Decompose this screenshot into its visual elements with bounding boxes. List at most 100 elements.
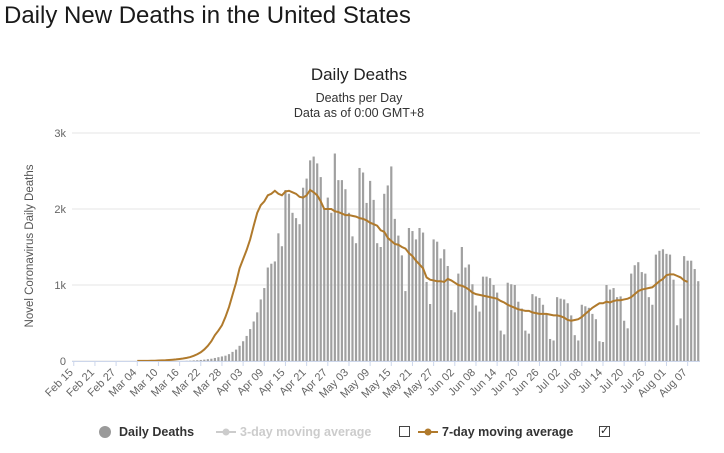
daily-deaths-bar[interactable] [383,193,386,361]
daily-deaths-bar[interactable] [608,289,612,361]
daily-deaths-bar[interactable] [358,167,361,361]
daily-deaths-bar[interactable] [365,202,368,361]
daily-deaths-bar[interactable] [531,294,534,361]
daily-deaths-bar[interactable] [411,231,414,361]
daily-deaths-bar[interactable] [665,253,668,361]
daily-deaths-bar[interactable] [626,328,629,361]
daily-deaths-bar[interactable] [556,297,559,361]
daily-deaths-bar[interactable] [527,333,530,361]
toggle-7day-average-checkbox[interactable]: ✓ [599,426,610,437]
daily-deaths-bar[interactable] [344,189,347,361]
daily-deaths-bar[interactable] [570,315,573,361]
daily-deaths-bar[interactable] [683,256,686,361]
daily-deaths-bar[interactable] [697,281,700,361]
daily-deaths-bar[interactable] [319,177,322,361]
daily-deaths-bar[interactable] [668,254,672,361]
daily-deaths-bar[interactable] [337,180,340,361]
daily-deaths-bar[interactable] [467,264,471,361]
daily-deaths-bar[interactable] [584,306,587,361]
daily-deaths-bar[interactable] [379,247,382,361]
daily-deaths-bar[interactable] [615,297,619,361]
daily-deaths-bar[interactable] [580,304,583,361]
daily-deaths-bar[interactable] [633,265,636,361]
daily-deaths-bar[interactable] [192,360,195,361]
daily-deaths-bar[interactable] [312,156,315,361]
daily-deaths-bar[interactable] [330,212,333,361]
daily-deaths-bar[interactable] [464,267,467,361]
daily-deaths-bar[interactable] [196,360,199,361]
daily-deaths-bar[interactable] [541,304,545,361]
daily-deaths-bar[interactable] [294,218,298,361]
daily-deaths-bar[interactable] [563,299,566,361]
daily-deaths-bar[interactable] [573,335,576,361]
daily-deaths-bar[interactable] [333,153,336,361]
daily-deaths-bar[interactable] [474,305,478,361]
daily-deaths-bar[interactable] [340,180,343,361]
daily-deaths-bar[interactable] [252,321,255,361]
daily-deaths-bar[interactable] [393,218,396,361]
daily-deaths-bar[interactable] [492,285,495,361]
daily-deaths-bar[interactable] [594,319,598,361]
daily-deaths-bar[interactable] [206,359,209,361]
daily-deaths-bar[interactable] [675,325,679,361]
daily-deaths-bar[interactable] [224,355,227,361]
daily-deaths-bar[interactable] [637,262,640,361]
daily-deaths-bar[interactable] [690,260,693,361]
daily-deaths-bar[interactable] [425,281,428,361]
daily-deaths-bar[interactable] [397,235,400,361]
daily-deaths-bar[interactable] [520,308,523,361]
daily-deaths-bar[interactable] [421,232,425,361]
daily-deaths-bar[interactable] [460,247,463,361]
daily-deaths-bar[interactable] [217,357,220,361]
daily-deaths-bar[interactable] [242,341,245,361]
daily-deaths-bar[interactable] [429,304,432,361]
legend-7day-average[interactable]: 7-day moving average [418,421,573,443]
daily-deaths-bar[interactable] [439,258,442,361]
daily-deaths-bar[interactable] [478,311,481,361]
daily-deaths-bar[interactable] [485,276,488,361]
daily-deaths-bar[interactable] [238,345,241,361]
daily-deaths-bar[interactable] [499,330,502,361]
daily-deaths-bar[interactable] [612,288,615,361]
daily-deaths-bar[interactable] [369,180,372,361]
daily-deaths-bar[interactable] [418,228,421,361]
daily-deaths-bar[interactable] [672,279,675,361]
daily-deaths-bar[interactable] [496,292,499,361]
daily-deaths-bar[interactable] [661,249,665,361]
daily-deaths-bar[interactable] [249,329,252,361]
legend-daily-deaths[interactable]: Daily Deaths [99,421,194,443]
daily-deaths-bar[interactable] [644,273,647,361]
daily-deaths-bar[interactable] [220,356,224,361]
daily-deaths-bar[interactable] [284,190,287,361]
daily-deaths-bar[interactable] [450,310,453,361]
daily-deaths-bar[interactable] [481,276,485,361]
daily-deaths-bar[interactable] [199,359,202,361]
daily-deaths-bar[interactable] [326,197,329,361]
daily-deaths-bar[interactable] [446,266,449,361]
daily-deaths-bar[interactable] [517,301,520,361]
daily-deaths-bar[interactable] [623,320,626,361]
daily-deaths-bar[interactable] [245,335,248,361]
daily-deaths-bar[interactable] [298,224,301,361]
daily-deaths-bar[interactable] [524,330,527,361]
daily-deaths-bar[interactable] [301,187,305,361]
daily-deaths-bar[interactable] [280,246,284,361]
daily-deaths-bar[interactable] [323,209,326,361]
daily-deaths-bar[interactable] [471,284,474,361]
daily-deaths-bar[interactable] [591,313,594,361]
legend-3day-average[interactable]: 3-day moving average [216,421,371,443]
daily-deaths-bar[interactable] [234,349,238,361]
daily-deaths-bar[interactable] [404,291,407,361]
daily-deaths-bar[interactable] [503,334,506,361]
daily-deaths-bar[interactable] [587,307,590,361]
daily-deaths-bar[interactable] [361,172,365,361]
daily-deaths-bar[interactable] [432,239,435,361]
daily-deaths-bar[interactable] [538,297,541,361]
daily-deaths-bar[interactable] [651,304,654,361]
daily-deaths-bar[interactable] [386,185,389,361]
daily-deaths-bar[interactable] [619,296,622,361]
daily-deaths-bar[interactable] [545,313,548,361]
daily-deaths-bar[interactable] [316,163,319,361]
daily-deaths-bar[interactable] [513,285,516,361]
daily-deaths-bar[interactable] [277,233,280,361]
